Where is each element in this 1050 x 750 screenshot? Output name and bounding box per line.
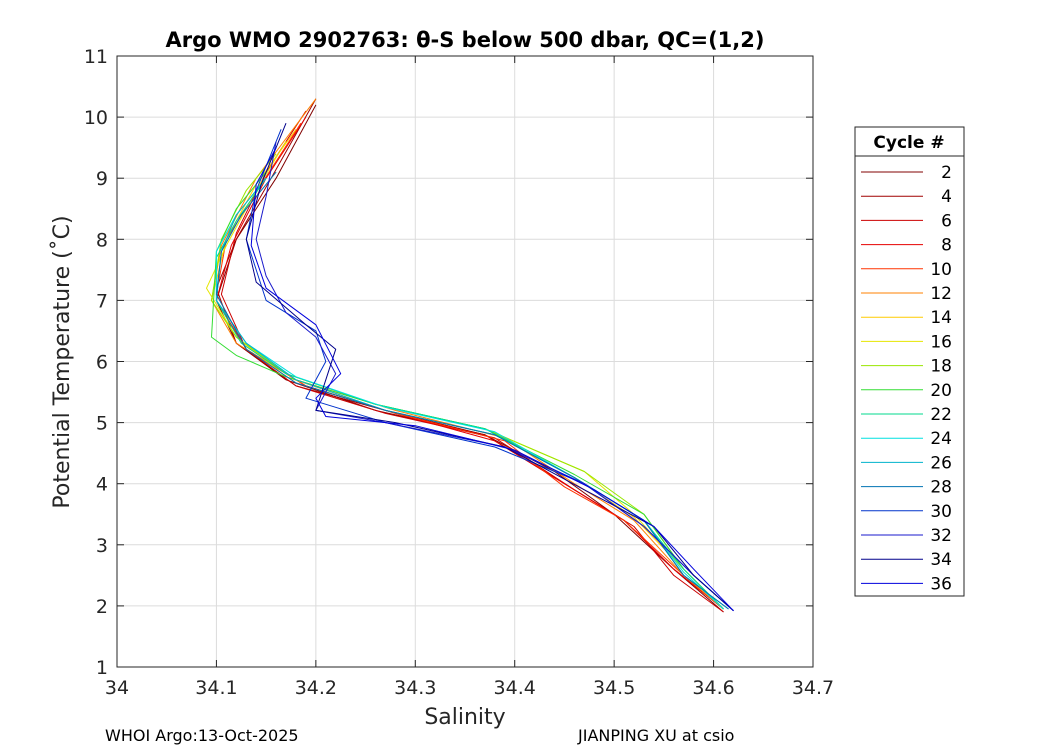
- y-tick-label: 11: [84, 46, 108, 68]
- y-tick-label: 8: [96, 229, 108, 251]
- series-line-cycle-34: [245, 123, 734, 612]
- y-tick-label: 6: [96, 352, 108, 374]
- y-tick-label: 2: [96, 596, 108, 618]
- legend-title: Cycle #: [873, 133, 944, 153]
- chart-title: Argo WMO 2902763: θ-S below 500 dbar, QC…: [166, 28, 765, 52]
- x-tick-label: 34.4: [494, 677, 536, 699]
- legend-entry-label: 24: [930, 429, 952, 449]
- legend-entry-label: 30: [930, 502, 952, 522]
- x-tick-label: 34.2: [295, 677, 337, 699]
- x-tick-label: 34.7: [792, 677, 834, 699]
- series-line-cycle-28: [215, 171, 729, 610]
- legend-entry-label: 8: [941, 236, 952, 256]
- legend-entry-label: 2: [941, 163, 952, 183]
- y-axis-label: Potential Temperature (˚C): [50, 215, 75, 508]
- x-tick-label: 34.6: [692, 677, 734, 699]
- legend-entry-label: 10: [930, 260, 952, 280]
- legend-entry-label: 18: [930, 357, 952, 377]
- x-tick-label: 34.5: [593, 677, 635, 699]
- axis-ticks: 34 34.1 34.2 34.3 34.4 34.5 34.6 34.71234567891…: [84, 46, 834, 699]
- legend-box: [854, 126, 965, 597]
- legend-entry-label: 28: [930, 478, 952, 498]
- x-axis-label: Salinity: [424, 705, 505, 730]
- legend-entry-label: 20: [930, 381, 952, 401]
- y-tick-label: 10: [84, 107, 108, 129]
- y-tick-label: 9: [96, 168, 108, 190]
- x-tick-label: 34.3: [394, 677, 436, 699]
- legend-entry-label: 4: [941, 187, 952, 207]
- y-tick-label: 3: [96, 535, 108, 557]
- series-lines: [206, 98, 734, 613]
- legend-entry-label: 14: [930, 308, 952, 328]
- series-line-cycle-32: [255, 141, 734, 612]
- legend-entry-label: 26: [930, 453, 952, 473]
- series-line-cycle-36: [250, 147, 734, 612]
- legend-entry-label: 6: [941, 211, 952, 231]
- legend-entry-label: 12: [930, 284, 952, 304]
- series-line-cycle-6: [220, 110, 724, 613]
- legend-entry-label: 16: [930, 332, 952, 352]
- y-tick-label: 5: [96, 413, 108, 435]
- y-tick-label: 7: [96, 290, 108, 312]
- y-tick-label: 1: [96, 657, 108, 679]
- legend-entry-label: 22: [930, 405, 952, 425]
- x-tick-label: 34: [105, 677, 129, 699]
- x-tick-label: 34.1: [195, 677, 237, 699]
- y-tick-label: 4: [96, 474, 108, 496]
- legend-entry-label: 34: [930, 550, 952, 570]
- footer-left: WHOI Argo:13-Oct-2025: [105, 726, 299, 745]
- legend-entry-label: 36: [930, 574, 952, 594]
- legend-entry-label: 32: [930, 526, 952, 546]
- footer-right: JIANPING XU at csio: [577, 726, 734, 745]
